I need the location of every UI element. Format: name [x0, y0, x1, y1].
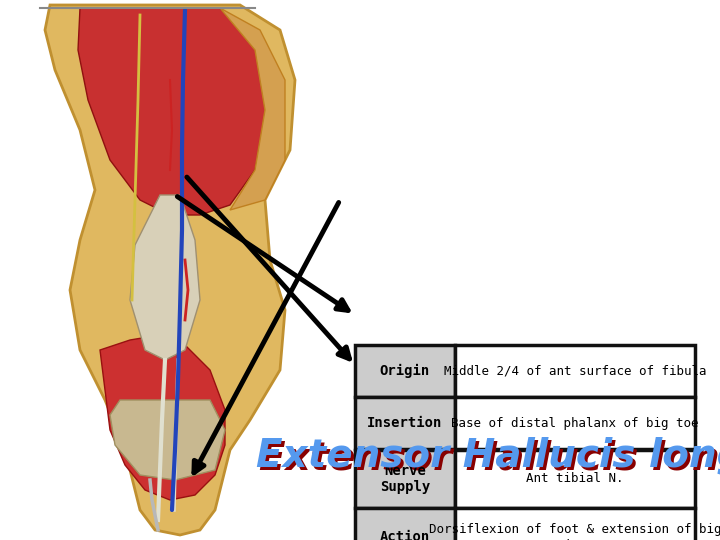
Bar — [455, 345, 695, 397]
Bar — [355, 397, 455, 449]
Text: Origin: Origin — [380, 364, 430, 378]
Bar — [355, 345, 455, 397]
Text: Middle 2/4 of ant surface of fibula: Middle 2/4 of ant surface of fibula — [444, 364, 706, 377]
Bar — [455, 397, 695, 449]
Bar — [455, 450, 695, 508]
Polygon shape — [45, 5, 295, 535]
Polygon shape — [78, 8, 268, 215]
Text: Action: Action — [380, 530, 430, 540]
Polygon shape — [220, 8, 285, 210]
Bar — [455, 508, 695, 540]
Text: Ant tibial N.: Ant tibial N. — [526, 472, 624, 485]
Bar — [355, 508, 455, 540]
Text: Insertion: Insertion — [367, 416, 443, 430]
Text: Base of distal phalanx of big toe: Base of distal phalanx of big toe — [451, 416, 698, 429]
Polygon shape — [110, 400, 225, 480]
Text: Nerve
Supply: Nerve Supply — [380, 464, 430, 494]
Polygon shape — [130, 195, 200, 360]
Text: Extensor Hallucis longus: Extensor Hallucis longus — [259, 440, 720, 478]
Text: Extensor Hallucis longus: Extensor Hallucis longus — [256, 437, 720, 475]
Polygon shape — [100, 335, 225, 500]
Bar — [355, 450, 455, 508]
Text: Dorsiflexion of foot & extension of big
toe: Dorsiflexion of foot & extension of big … — [428, 523, 720, 540]
